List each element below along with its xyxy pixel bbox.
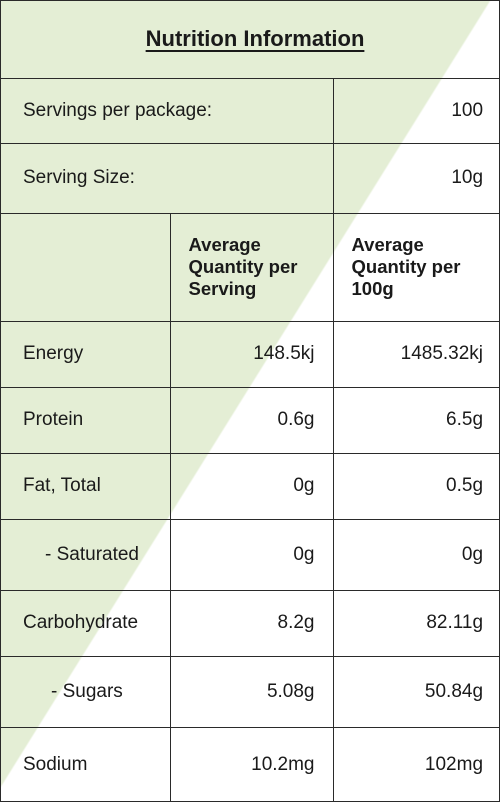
- per-100g-value: 1485.32kj: [332, 320, 499, 388]
- per-100g-value: 102mg: [332, 726, 499, 801]
- per-100g-value: 0g: [332, 518, 499, 591]
- nutrient-label: Energy: [1, 320, 171, 388]
- nutrient-label: Protein: [1, 386, 171, 454]
- per-serving-value: 0.6g: [169, 386, 334, 454]
- table-row: Protein 0.6g 6.5g: [1, 386, 499, 454]
- nutrient-label: - Saturated: [1, 518, 171, 591]
- nutrient-label: Carbohydrate: [1, 589, 171, 657]
- per-100g-value: 6.5g: [332, 386, 499, 454]
- servings-row: Servings per package: 100: [1, 77, 499, 144]
- per-serving-value: 148.5kj: [169, 320, 334, 388]
- table-row: Fat, Total 0g 0.5g: [1, 452, 499, 520]
- nutrient-label: Fat, Total: [1, 452, 171, 520]
- table-row: Carbohydrate 8.2g 82.11g: [1, 589, 499, 657]
- table-row: - Sugars 5.08g 50.84g: [1, 655, 499, 728]
- table-row: - Saturated 0g 0g: [1, 518, 499, 591]
- serving-size-value: 10g: [332, 142, 499, 214]
- header-per-100g: Average Quantity per 100g: [332, 212, 499, 322]
- header-blank: [1, 212, 171, 322]
- serving-size-row: Serving Size: 10g: [1, 142, 499, 214]
- per-serving-value: 10.2mg: [169, 726, 334, 801]
- column-header-row: Average Quantity per Serving Average Qua…: [1, 212, 499, 322]
- per-serving-value: 0g: [169, 518, 334, 591]
- nutrient-label: - Sugars: [1, 655, 171, 728]
- serving-size-label: Serving Size:: [1, 142, 334, 214]
- per-100g-value: 82.11g: [332, 589, 499, 657]
- table-row: Sodium 10.2mg 102mg: [1, 726, 499, 801]
- title-row: Nutrition Information: [1, 1, 499, 79]
- table-row: Energy 148.5kj 1485.32kj: [1, 320, 499, 388]
- per-serving-value: 5.08g: [169, 655, 334, 728]
- per-100g-value: 50.84g: [332, 655, 499, 728]
- per-serving-value: 8.2g: [169, 589, 334, 657]
- nutrient-label: Sodium: [1, 726, 171, 801]
- header-per-serving: Average Quantity per Serving: [169, 212, 334, 322]
- table-title: Nutrition Information: [1, 1, 499, 79]
- per-100g-value: 0.5g: [332, 452, 499, 520]
- servings-label: Servings per package:: [1, 77, 334, 144]
- servings-value: 100: [332, 77, 499, 144]
- per-serving-value: 0g: [169, 452, 334, 520]
